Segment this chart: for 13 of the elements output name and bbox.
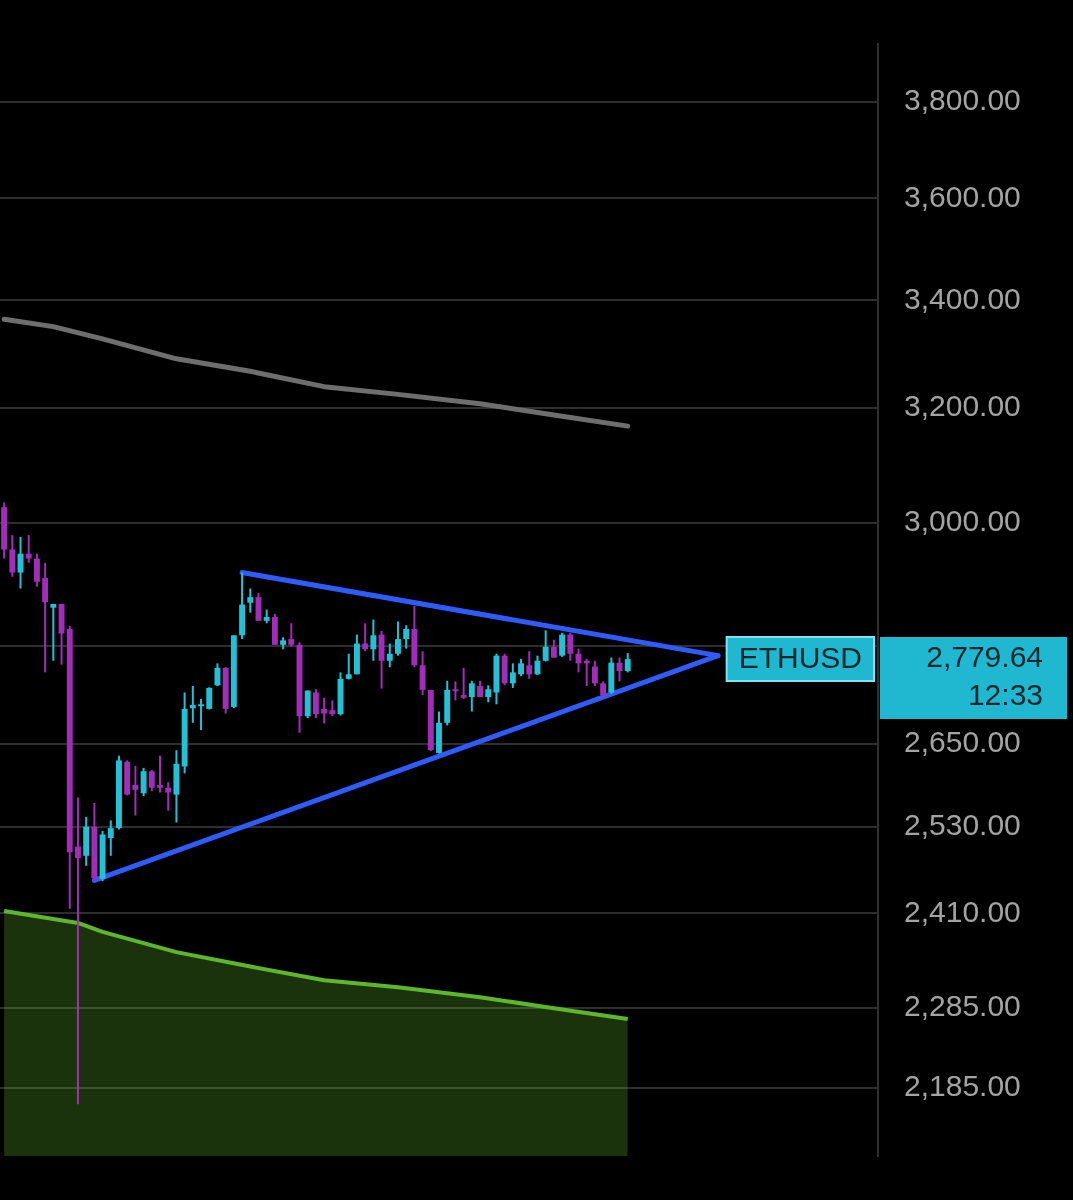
y-tick-label: 2,185.00: [904, 1069, 1021, 1103]
y-tick-label: 3,600.00: [904, 179, 1021, 213]
text: 12:33: [967, 678, 1043, 712]
y-tick-label: 2,530.00: [904, 807, 1021, 841]
annotation: ETHUSD: [738, 641, 862, 675]
y-tick-label: 3,200.00: [904, 389, 1021, 423]
y-tick-label: 2,410.00: [904, 894, 1021, 928]
y-tick-label: 3,400.00: [904, 281, 1021, 315]
y-tick-label: 2,650.00: [904, 725, 1021, 759]
text: 2,779.64: [926, 640, 1043, 674]
y-tick-label: 3,000.00: [904, 504, 1021, 538]
y-tick-label: 2,285.00: [904, 989, 1021, 1023]
y-tick-label: 3,800.00: [904, 83, 1021, 117]
